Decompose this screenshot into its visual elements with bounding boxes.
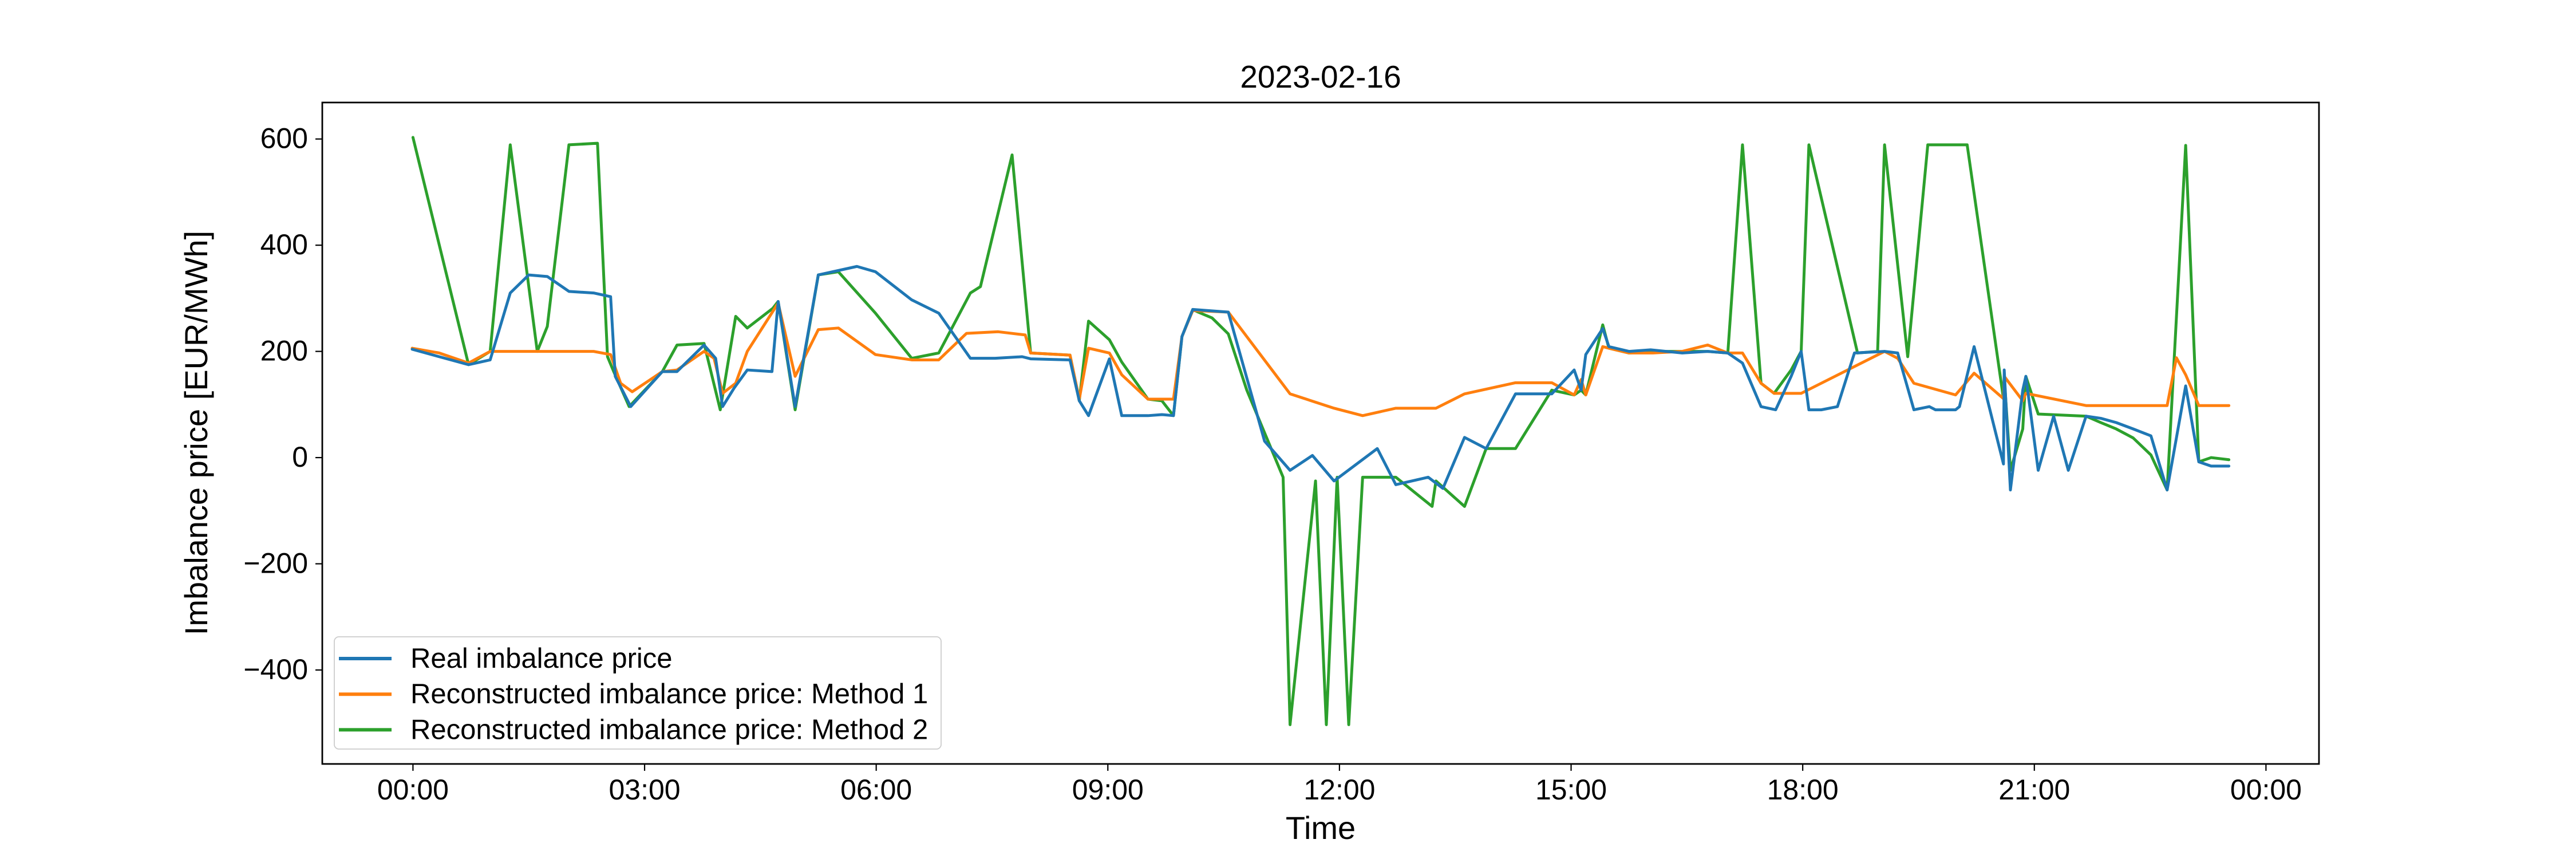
svg-text:Time: Time bbox=[1286, 810, 1356, 846]
svg-text:200: 200 bbox=[260, 335, 308, 367]
svg-text:−400: −400 bbox=[243, 653, 308, 685]
svg-text:21:00: 21:00 bbox=[1998, 774, 2070, 806]
svg-text:2023-02-16: 2023-02-16 bbox=[1240, 59, 1401, 94]
svg-text:Reconstructed imbalance price:: Reconstructed imbalance price: Method 1 bbox=[410, 679, 928, 710]
svg-text:18:00: 18:00 bbox=[1767, 774, 1839, 806]
svg-text:Imbalance price [EUR/MWh]: Imbalance price [EUR/MWh] bbox=[178, 231, 214, 635]
svg-text:Real imbalance price: Real imbalance price bbox=[410, 643, 673, 674]
svg-text:Reconstructed imbalance price:: Reconstructed imbalance price: Method 2 bbox=[410, 714, 928, 745]
svg-text:00:00: 00:00 bbox=[2230, 774, 2302, 806]
svg-text:12:00: 12:00 bbox=[1303, 774, 1375, 806]
svg-text:400: 400 bbox=[260, 228, 308, 261]
svg-text:0: 0 bbox=[292, 441, 308, 473]
svg-text:09:00: 09:00 bbox=[1072, 774, 1144, 806]
svg-text:−200: −200 bbox=[243, 547, 308, 580]
svg-text:03:00: 03:00 bbox=[609, 774, 680, 806]
svg-text:15:00: 15:00 bbox=[1535, 774, 1607, 806]
svg-text:600: 600 bbox=[260, 123, 308, 155]
svg-text:06:00: 06:00 bbox=[840, 774, 912, 806]
svg-text:00:00: 00:00 bbox=[377, 774, 449, 806]
